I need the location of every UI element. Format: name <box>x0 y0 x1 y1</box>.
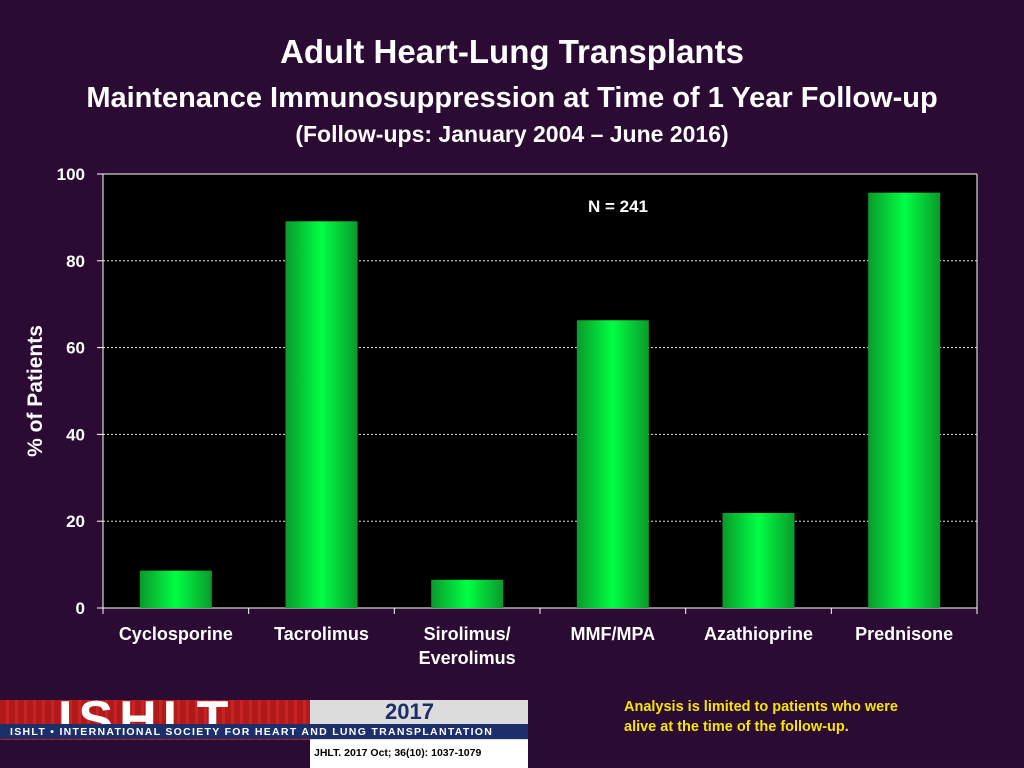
x-tick-label: Prednisone <box>855 624 953 644</box>
x-tick-label: Tacrolimus <box>274 624 369 644</box>
logo-tagline: ISHLT • INTERNATIONAL SOCIETY FOR HEART … <box>10 726 494 738</box>
footnote: Analysis is limited to patients who were… <box>624 697 1004 737</box>
bar <box>722 512 795 608</box>
bar-chart: 0 20 40 60 80 100 Cyclosporine Tacrolimus Siroli… <box>24 165 978 668</box>
footnote-line-1: Analysis is limited to patients who were <box>624 699 898 715</box>
sample-size-annotation: N = 241 <box>588 197 648 216</box>
y-tick-label: 80 <box>66 252 85 271</box>
y-tick-label: 0 <box>76 599 85 618</box>
bar <box>576 320 649 608</box>
bar <box>431 579 504 608</box>
chart-subtitle: Maintenance Immunosuppression at Time of… <box>86 82 938 114</box>
plot-area <box>103 174 977 608</box>
citation: JHLT. 2017 Oct; 36(10): 1037-1079 <box>314 747 482 759</box>
citation-box: JHLT. 2017 Oct; 36(10): 1037-1079 <box>310 740 528 768</box>
y-tick-label: 40 <box>66 425 85 444</box>
chart-title: Adult Heart-Lung Transplants <box>280 33 744 70</box>
logo-band <box>0 724 528 739</box>
footnote-line-2: alive at the time of the follow-up. <box>624 719 849 735</box>
x-tick-label: Azathioprine <box>704 624 813 644</box>
x-tick-label: MMF/MPA <box>571 624 656 644</box>
x-tick-label: Sirolimus/ <box>424 624 511 644</box>
ishlt-logo: ISHLT ISHLT • INTERNATIONAL SOCIETY FOR … <box>0 700 528 740</box>
bar <box>285 221 358 608</box>
chart-period: (Follow-ups: January 2004 – June 2016) <box>295 121 729 147</box>
bar <box>139 570 212 608</box>
x-tick-label: Everolimus <box>419 648 516 668</box>
x-tick-label: Cyclosporine <box>119 624 233 644</box>
y-tick-label: 100 <box>57 165 85 184</box>
bar <box>868 192 941 609</box>
y-axis-label: % of Patients <box>24 325 47 457</box>
report-year: 2017 <box>385 700 434 724</box>
y-tick-label: 20 <box>66 512 85 531</box>
y-tick-label: 60 <box>66 339 85 358</box>
